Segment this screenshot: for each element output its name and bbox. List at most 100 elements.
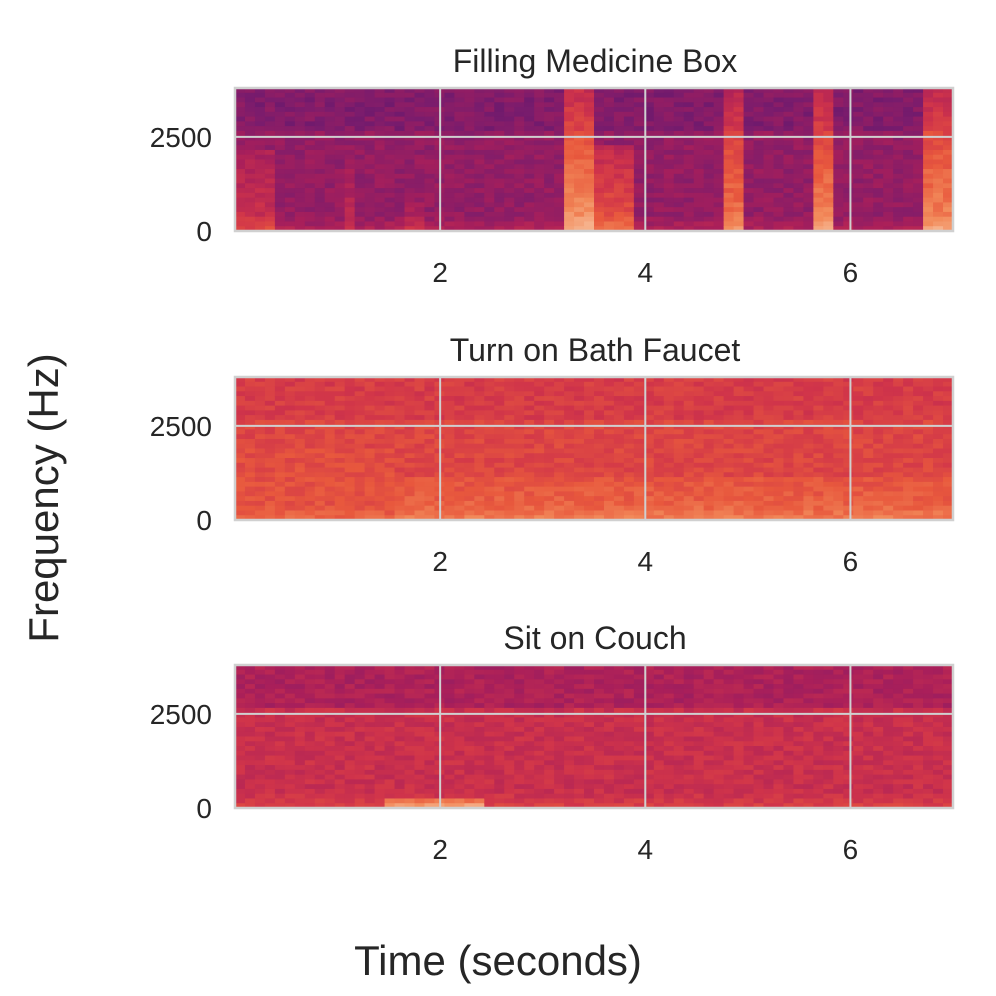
heatmap-cell — [703, 477, 715, 483]
heatmap-cell — [534, 188, 545, 194]
heatmap-cell — [903, 188, 914, 194]
heatmap-cell — [703, 458, 715, 464]
heatmap-cell — [743, 377, 755, 383]
heatmap-cell — [803, 197, 814, 203]
heatmap-cell — [235, 140, 246, 146]
heatmap-cell — [663, 391, 675, 397]
heatmap-cell — [564, 111, 575, 118]
heatmap-cell — [264, 434, 276, 440]
heatmap-cell — [544, 462, 555, 469]
heatmap-cell — [444, 429, 455, 435]
heatmap-cell — [364, 684, 376, 690]
heatmap-cell — [574, 135, 585, 142]
heatmap-cell — [703, 415, 715, 421]
heatmap-cell — [304, 386, 316, 392]
heatmap-cell — [294, 784, 306, 790]
heatmap-cell — [344, 429, 356, 435]
heatmap-cell — [274, 736, 286, 742]
heatmap-cell — [613, 183, 625, 189]
heatmap-cell — [663, 226, 675, 232]
heatmap-cell — [254, 477, 266, 483]
heatmap-cell — [574, 173, 585, 180]
heatmap-cell — [823, 396, 834, 402]
heatmap-cell — [594, 145, 605, 151]
heatmap-cell — [384, 216, 396, 223]
heatmap-cell — [544, 92, 555, 99]
heatmap-cell — [444, 97, 455, 103]
heatmap-cell — [913, 135, 924, 142]
heatmap-cell — [903, 405, 914, 411]
heatmap-cell — [504, 164, 515, 170]
heatmap-cell — [783, 111, 795, 118]
heatmap-cell — [314, 443, 326, 450]
heatmap-cell — [324, 169, 336, 175]
heatmap-cell — [693, 216, 705, 223]
heatmap-cell — [843, 178, 854, 184]
heatmap-cell — [244, 202, 256, 208]
heatmap-cell — [334, 760, 346, 766]
heatmap-cell — [653, 419, 665, 426]
heatmap-cell — [923, 169, 934, 175]
heatmap-cell — [504, 102, 515, 108]
heatmap-cell — [793, 111, 805, 118]
heatmap-cell — [524, 135, 535, 142]
heatmap-cell — [394, 216, 406, 223]
heatmap-cell — [863, 107, 874, 113]
heatmap-cell — [683, 178, 695, 184]
heatmap-cell — [394, 197, 406, 203]
heatmap-cell — [364, 207, 376, 213]
heatmap-cell — [544, 377, 555, 383]
heatmap-cell — [274, 429, 286, 435]
heatmap-cell — [623, 97, 635, 103]
heatmap-cell — [733, 377, 745, 383]
heatmap-cell — [244, 111, 256, 118]
heatmap-cell — [424, 462, 436, 469]
heatmap-cell — [444, 188, 455, 194]
heatmap-cell — [564, 377, 575, 383]
heatmap-cell — [504, 381, 515, 388]
heatmap-cell — [853, 410, 864, 416]
heatmap-cell — [923, 221, 934, 227]
heatmap-cell — [633, 515, 645, 521]
heatmap-cell — [603, 102, 615, 108]
heatmap-cell — [235, 693, 246, 699]
heatmap-cell — [743, 178, 755, 184]
heatmap-cell — [713, 477, 725, 483]
heatmap-cell — [584, 396, 595, 402]
heatmap-cell — [235, 491, 246, 497]
heatmap-cell — [823, 443, 834, 450]
heatmap-cell — [414, 665, 426, 671]
heatmap-cell — [304, 769, 316, 776]
heatmap-cell — [424, 188, 436, 194]
heatmap-cell — [235, 377, 246, 383]
heatmap-cell — [264, 774, 276, 780]
heatmap-cell — [264, 202, 276, 208]
heatmap-cell — [903, 192, 914, 199]
heatmap-cell — [524, 515, 535, 521]
axes-frame — [233, 86, 955, 233]
heatmap-cell — [534, 515, 545, 521]
heatmap-cell — [534, 410, 545, 416]
heatmap-cell — [244, 462, 256, 469]
heatmap-cell — [384, 173, 396, 180]
heatmap-cell — [414, 405, 426, 411]
heatmap-cell — [803, 211, 814, 218]
heatmap-cell — [633, 102, 645, 108]
heatmap-cell — [564, 88, 575, 94]
heatmap-cell — [235, 381, 246, 388]
heatmap-cell — [623, 505, 635, 512]
heatmap-cell — [623, 467, 635, 473]
heatmap-cell — [843, 515, 854, 521]
heatmap-cell — [314, 448, 326, 454]
heatmap-cell — [244, 510, 256, 516]
heatmap-cell — [294, 731, 306, 738]
heatmap-cell — [783, 154, 795, 161]
heatmap-cell — [235, 121, 246, 127]
heatmap-cell — [274, 693, 286, 699]
heatmap-cell — [843, 424, 854, 431]
heatmap-cell — [284, 779, 296, 785]
heatmap-cell — [793, 183, 805, 189]
heatmap-cell — [404, 746, 416, 752]
heatmap-cell — [773, 396, 785, 402]
heatmap-cell — [544, 510, 555, 516]
